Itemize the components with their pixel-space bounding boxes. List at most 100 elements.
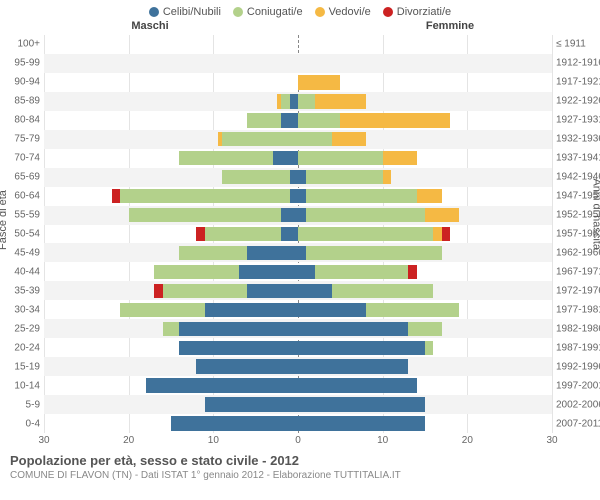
age-label: 15-19: [4, 361, 40, 372]
bar-segment: [222, 132, 298, 146]
bar-segment: [247, 246, 298, 260]
age-row: 25-291982-1986: [44, 319, 552, 338]
age-label: 0-4: [4, 418, 40, 429]
bar-segment: [298, 94, 315, 108]
age-row: 35-391972-1976: [44, 281, 552, 300]
bar-segment: [298, 246, 306, 260]
bar-segment: [425, 208, 459, 222]
bar-segment: [273, 151, 298, 165]
legend-item: Divorziati/e: [383, 6, 451, 18]
birth-year-label: 1922-1926: [556, 96, 600, 107]
age-row: 100+≤ 1911: [44, 35, 552, 54]
legend-dot-icon: [383, 7, 393, 17]
bar-segment: [315, 265, 408, 279]
age-row: 5-92002-2006: [44, 395, 552, 414]
age-label: 50-54: [4, 229, 40, 240]
age-row: 30-341977-1981: [44, 300, 552, 319]
x-tick-label: 10: [377, 435, 388, 446]
bar-female: [298, 208, 552, 222]
bar-segment: [179, 151, 272, 165]
bar-segment: [281, 113, 298, 127]
age-label: 55-59: [4, 210, 40, 221]
bar-segment: [340, 113, 450, 127]
bar-segment: [298, 284, 332, 298]
bar-segment: [163, 284, 248, 298]
age-label: 5-9: [4, 399, 40, 410]
bar-male: [44, 189, 298, 203]
bar-segment: [383, 170, 391, 184]
bar-segment: [239, 265, 298, 279]
age-label: 35-39: [4, 285, 40, 296]
bar-segment: [205, 303, 298, 317]
bar-segment: [171, 416, 298, 430]
age-row: 0-42007-2011: [44, 414, 552, 433]
bar-segment: [332, 132, 366, 146]
age-label: 30-34: [4, 304, 40, 315]
bar-segment: [281, 208, 298, 222]
bar-segment: [179, 322, 298, 336]
bar-segment: [222, 170, 290, 184]
bar-segment: [306, 208, 425, 222]
bar-segment: [298, 359, 408, 373]
bar-segment: [298, 151, 383, 165]
bar-female: [298, 265, 552, 279]
bar-female: [298, 132, 552, 146]
y-axis-title-left: Fasce di età: [0, 190, 9, 250]
age-label: 25-29: [4, 323, 40, 334]
bar-segment: [366, 303, 459, 317]
bar-segment: [298, 416, 425, 430]
x-tick-label: 30: [38, 435, 49, 446]
bar-segment: [433, 227, 441, 241]
chart-title: Popolazione per età, sesso e stato civil…: [10, 453, 590, 468]
legend-label: Divorziati/e: [397, 6, 451, 18]
bar-male: [44, 151, 298, 165]
bar-segment: [298, 341, 425, 355]
bar-segment: [129, 208, 281, 222]
birth-year-label: 1972-1976: [556, 285, 600, 296]
bar-segment: [120, 189, 289, 203]
bar-segment: [196, 227, 204, 241]
bar-segment: [163, 322, 180, 336]
birth-year-label: 2002-2006: [556, 399, 600, 410]
age-row: 20-241987-1991: [44, 338, 552, 357]
bar-segment: [298, 303, 366, 317]
age-row: 95-991912-1916: [44, 54, 552, 73]
header-female: Femmine: [300, 20, 540, 32]
age-label: 45-49: [4, 247, 40, 258]
age-row: 50-541957-1961: [44, 225, 552, 244]
bar-female: [298, 359, 552, 373]
bar-male: [44, 416, 298, 430]
bar-segment: [154, 284, 162, 298]
age-row: 15-191992-1996: [44, 357, 552, 376]
birth-year-label: 1987-1991: [556, 342, 600, 353]
bar-segment: [298, 113, 340, 127]
bar-male: [44, 94, 298, 108]
age-label: 70-74: [4, 153, 40, 164]
birth-year-label: 1967-1971: [556, 266, 600, 277]
bar-segment: [306, 170, 382, 184]
chart-rows: 100+≤ 191195-991912-191690-941917-192185…: [44, 35, 552, 433]
x-tick-label: 20: [462, 435, 473, 446]
bar-male: [44, 303, 298, 317]
bar-segment: [196, 359, 298, 373]
bar-segment: [298, 378, 417, 392]
bar-segment: [306, 246, 441, 260]
bar-female: [298, 322, 552, 336]
birth-year-label: 1927-1931: [556, 115, 600, 126]
bar-segment: [306, 189, 416, 203]
bar-male: [44, 341, 298, 355]
age-label: 85-89: [4, 96, 40, 107]
bar-male: [44, 208, 298, 222]
bar-female: [298, 56, 552, 70]
birth-year-label: 1982-1986: [556, 323, 600, 334]
bar-segment: [332, 284, 434, 298]
column-headers: Maschi Femmine: [0, 20, 600, 35]
x-tick-label: 30: [546, 435, 557, 446]
legend-item: Vedovi/e: [315, 6, 371, 18]
bar-female: [298, 303, 552, 317]
birth-year-label: 1977-1981: [556, 304, 600, 315]
birth-year-label: 1937-1941: [556, 153, 600, 164]
chart-subtitle: COMUNE DI FLAVON (TN) - Dati ISTAT 1° ge…: [10, 470, 590, 481]
bar-segment: [154, 265, 239, 279]
bar-segment: [179, 246, 247, 260]
